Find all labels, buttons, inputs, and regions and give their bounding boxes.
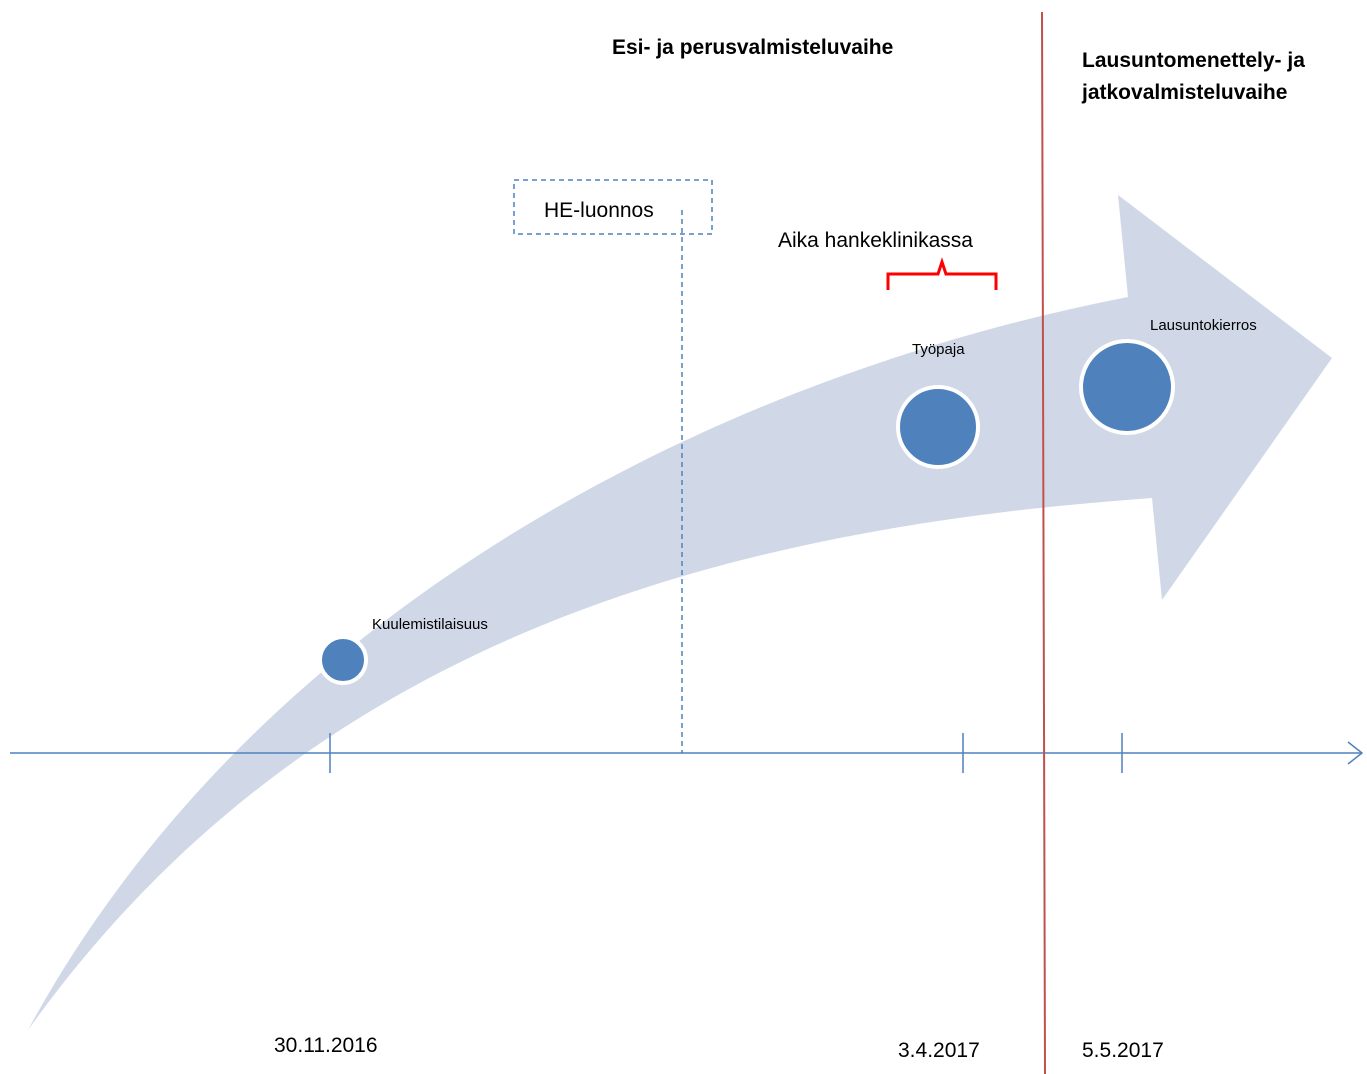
clinic-label: Aika hankeklinikassa [778,229,973,252]
event-dot [318,635,368,685]
date-label: 5.5.2017 [1082,1039,1164,1062]
draft-box [513,179,713,235]
event-dot [1079,339,1175,435]
phase-heading: jatkovalmisteluvaihe [1081,81,1287,104]
big-arrow [28,195,1332,1030]
event-label: Lausuntokierros [1150,317,1257,334]
event-label: Kuulemistilaisuus [372,616,488,633]
axis-arrowhead [1347,741,1364,765]
clinic-brace [886,257,998,290]
event-dot [896,385,980,469]
date-label: 30.11.2016 [274,1034,378,1057]
event-label: Työpaja [912,341,965,358]
phase-heading: Lausuntomenettely- ja [1082,49,1305,72]
phase-divider [1041,11,1046,1074]
phase-heading: Esi- ja perusvalmisteluvaihe [612,36,893,59]
date-label: 3.4.2017 [898,1039,980,1062]
draft-label: HE-luonnos [544,199,654,222]
